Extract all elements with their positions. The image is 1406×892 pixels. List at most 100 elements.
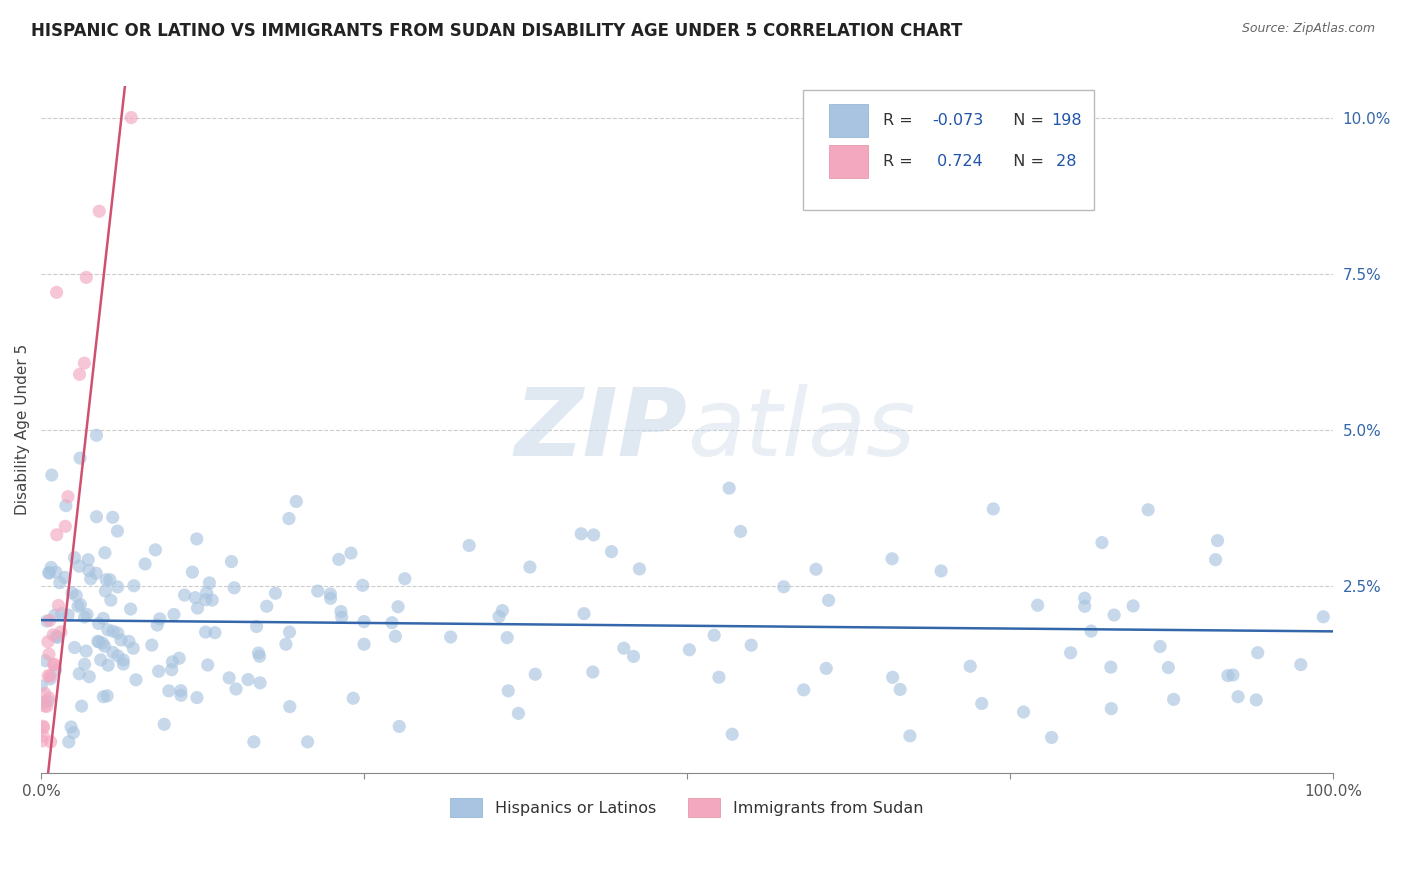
Point: [69, 368, 91, 382]
Point: [38, 566, 60, 580]
Point: [307, 584, 329, 599]
Point: [93, 690, 115, 704]
Point: [572, 607, 595, 621]
Point: [107, 580, 129, 594]
Point: [707, 670, 730, 684]
Point: [90, 653, 112, 667]
Point: [496, 683, 519, 698]
Text: R =: R =: [883, 113, 918, 128]
Point: [148, 665, 170, 679]
Point: [1059, 646, 1081, 660]
Point: [297, 735, 319, 749]
Point: [157, 684, 180, 698]
Point: [73, 657, 96, 672]
Point: [122, 641, 145, 656]
Point: [107, 648, 129, 663]
Point: [353, 637, 375, 651]
Point: [1099, 660, 1122, 674]
Point: [186, 532, 208, 546]
Point: [817, 593, 839, 607]
Point: [1206, 533, 1229, 548]
Point: [225, 681, 247, 696]
Text: 198: 198: [1052, 113, 1083, 128]
Point: [37, 694, 59, 708]
Point: [97, 658, 120, 673]
Point: [1244, 693, 1267, 707]
Point: [236, 673, 259, 687]
Point: [87, 635, 110, 649]
Point: [488, 609, 510, 624]
Point: [198, 575, 221, 590]
Point: [491, 604, 513, 618]
Point: [204, 625, 226, 640]
Point: [44, 608, 66, 623]
Point: [56, 490, 79, 504]
Text: N =: N =: [1004, 154, 1050, 169]
Point: [1163, 692, 1185, 706]
Point: [73, 356, 96, 370]
Point: [60, 720, 83, 734]
Point: [184, 591, 207, 605]
Point: [32, 729, 55, 743]
Point: [32, 721, 55, 735]
Point: [35, 699, 58, 714]
Point: [970, 697, 993, 711]
Point: [87, 634, 110, 648]
FancyBboxPatch shape: [830, 145, 868, 178]
Point: [35, 614, 58, 628]
Point: [38, 614, 60, 628]
Point: [101, 645, 124, 659]
Point: [600, 544, 623, 558]
Point: [201, 593, 224, 607]
Point: [112, 657, 135, 671]
Point: [112, 653, 135, 667]
Point: [508, 706, 530, 721]
Point: [96, 573, 118, 587]
Point: [34, 699, 56, 714]
Point: [718, 481, 741, 495]
Point: [145, 542, 167, 557]
Point: [107, 524, 129, 538]
Point: [75, 644, 97, 658]
Point: [929, 564, 952, 578]
Point: [66, 599, 89, 614]
Point: [63, 640, 86, 655]
Point: [898, 729, 921, 743]
Point: [793, 682, 815, 697]
Point: [319, 587, 342, 601]
Point: [167, 651, 190, 665]
Point: [1012, 705, 1035, 719]
Point: [46, 631, 69, 645]
Point: [42, 628, 65, 642]
Point: [58, 735, 80, 749]
Point: [134, 557, 156, 571]
Point: [37, 634, 59, 648]
Point: [243, 735, 266, 749]
Point: [387, 599, 409, 614]
Point: [75, 270, 97, 285]
Point: [1080, 624, 1102, 638]
Point: [1040, 731, 1063, 745]
Point: [41, 468, 63, 483]
Point: [703, 628, 725, 642]
Point: [53, 570, 76, 584]
Point: [96, 689, 118, 703]
Point: [1222, 668, 1244, 682]
Point: [45, 663, 67, 677]
Point: [721, 727, 744, 741]
Point: [30, 679, 52, 693]
Point: [249, 649, 271, 664]
Point: [678, 642, 700, 657]
Point: [86, 428, 108, 442]
Legend: Hispanics or Latinos, Immigrants from Sudan: Hispanics or Latinos, Immigrants from Su…: [444, 791, 929, 823]
Point: [62, 725, 84, 739]
Point: [804, 562, 827, 576]
Point: [278, 625, 301, 640]
Point: [880, 551, 903, 566]
Point: [38, 647, 60, 661]
Point: [45, 528, 67, 542]
Point: [77, 670, 100, 684]
Point: [221, 555, 243, 569]
Point: [245, 619, 267, 633]
Point: [49, 624, 72, 639]
